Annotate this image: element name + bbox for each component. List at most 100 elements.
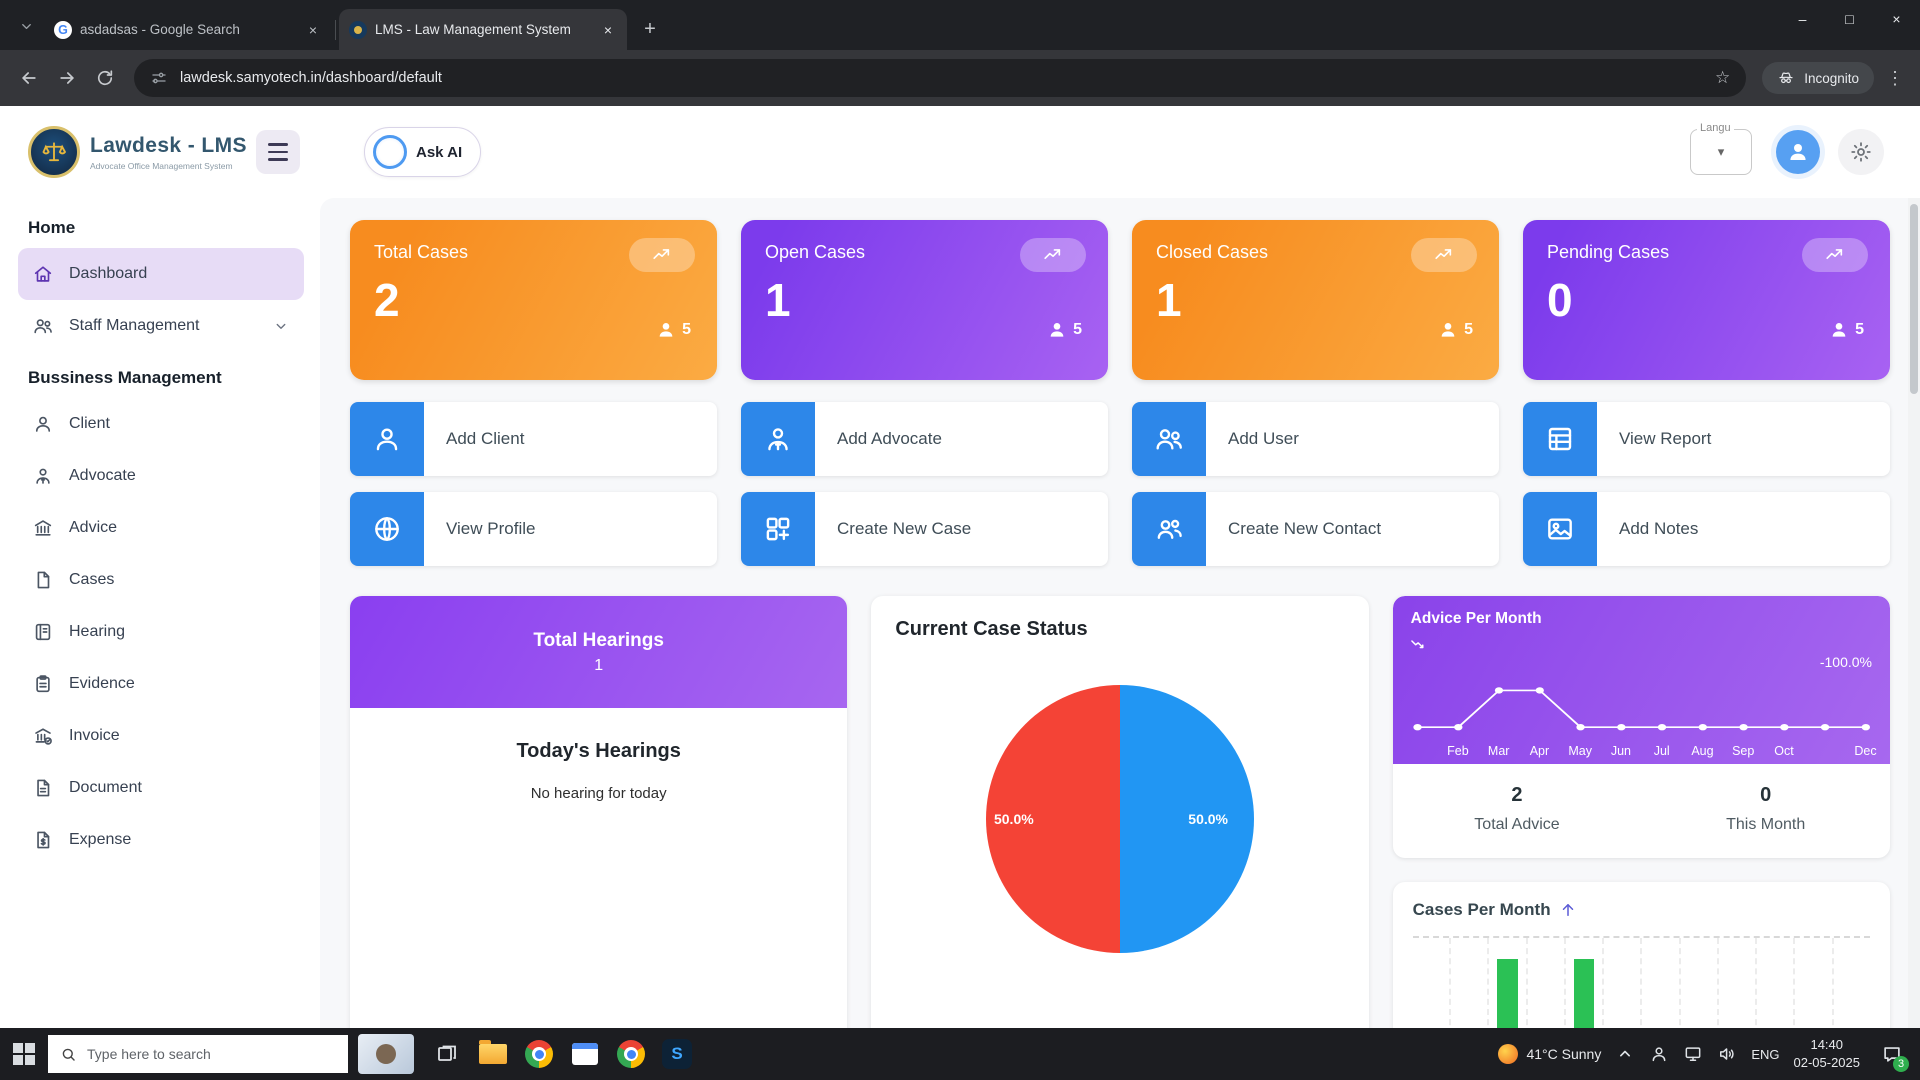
weather-widget-thumbnail[interactable] (358, 1034, 414, 1074)
sidebar-item-client[interactable]: Client (18, 398, 304, 450)
advice-month-ticks: Feb Mar Apr May Jun Jul Aug Sep Oct Dec (1403, 744, 1880, 760)
advice-per-month-card: Advice Per Month -100.0% Feb Mar Apr May Jun… (1392, 596, 1890, 858)
app-logo[interactable]: Lawdesk - LMS Advocate Office Management… (28, 126, 246, 178)
chrome-button[interactable] (516, 1028, 562, 1080)
chrome-button-2[interactable] (608, 1028, 654, 1080)
stat-count-badge: 5 (1438, 320, 1473, 340)
invoice-icon (32, 725, 54, 747)
sidebar-item-invoice[interactable]: Invoice (18, 710, 304, 762)
forward-button[interactable] (48, 59, 86, 97)
sidebar-item-label: Document (69, 779, 142, 796)
reload-button[interactable] (86, 59, 124, 97)
month-tick: Sep (1732, 744, 1755, 758)
sidebar-item-staff-management[interactable]: Staff Management (18, 300, 304, 352)
cases-per-month-title: Cases Per Month (1412, 900, 1551, 919)
sidebar-toggle-button[interactable] (256, 130, 300, 174)
arrow-up-icon (1559, 901, 1577, 919)
weather-sun-icon (1498, 1044, 1519, 1064)
sidebar-item-document[interactable]: Document (18, 762, 304, 814)
action-label: View Report (1619, 429, 1712, 448)
advice-chart-area: Advice Per Month -100.0% Feb Mar Apr May Jun… (1392, 596, 1890, 764)
browser-tab-google[interactable]: G asdadsas - Google Search × (44, 9, 332, 50)
person-icon (1438, 320, 1458, 340)
hearings-header: Total Hearings 1 (350, 596, 848, 708)
sidebar-item-evidence[interactable]: Evidence (18, 658, 304, 710)
no-hearing-text: No hearing for today (530, 785, 667, 802)
scrollbar[interactable] (1908, 198, 1920, 1028)
advice-change-label: -100.0% (1819, 654, 1872, 670)
sidebar-item-label: Hearing (69, 623, 126, 640)
app-window-button[interactable] (562, 1028, 608, 1080)
volume-icon[interactable] (1717, 1044, 1737, 1064)
sidebar-item-advice[interactable]: Advice (18, 502, 304, 554)
action-add-client[interactable]: Add Client (350, 402, 717, 476)
total-hearings-card: Total Hearings 1 Today's Hearings No hea… (350, 596, 848, 1028)
ask-ai-button[interactable]: Ask AI (364, 127, 482, 177)
month-tick: Jul (1653, 744, 1670, 758)
action-create-new-case[interactable]: Create New Case (741, 492, 1108, 566)
action-view-profile[interactable]: View Profile (350, 492, 717, 566)
snagit-button[interactable]: S (654, 1028, 700, 1080)
action-view-report[interactable]: View Report (1523, 402, 1890, 476)
site-info-icon[interactable] (150, 69, 168, 87)
close-button[interactable]: × (1892, 11, 1901, 27)
sidebar-item-label: Cases (69, 571, 115, 588)
language-select[interactable]: Langu ▾ (1690, 122, 1752, 175)
sidebar-item-expense[interactable]: Expense (18, 814, 304, 866)
sidebar-item-cases[interactable]: Cases (18, 554, 304, 606)
app-header: Lawdesk - LMS Advocate Office Management… (0, 106, 1920, 198)
weather-status[interactable]: 41°C Sunny (1498, 1044, 1601, 1064)
action-add-advocate[interactable]: Add Advocate (741, 402, 1108, 476)
close-tab-icon[interactable]: × (603, 21, 613, 38)
chevron-up-icon[interactable] (1615, 1044, 1635, 1064)
advocate-icon (32, 465, 54, 487)
incognito-badge: Incognito (1762, 62, 1874, 94)
trend-up-icon (1411, 238, 1477, 272)
tab-search-button[interactable] (10, 10, 42, 42)
chevron-down-icon (21, 23, 31, 29)
action-add-user[interactable]: Add User (1132, 402, 1499, 476)
stat-label: Pending Cases (1547, 242, 1670, 262)
language-indicator[interactable]: ENG (1751, 1046, 1780, 1062)
hearings-title: Total Hearings (533, 629, 664, 651)
sidebar-item-label: Client (69, 415, 110, 432)
start-button[interactable] (0, 1028, 48, 1080)
clock[interactable]: 14:40 02-05-2025 (1794, 1036, 1861, 1071)
browser-tab-lms[interactable]: LMS - Law Management System × (339, 9, 627, 50)
tray-person-icon[interactable] (1649, 1044, 1669, 1064)
browser-tab-strip: G asdadsas - Google Search × LMS - Law M… (0, 0, 1920, 50)
network-icon[interactable] (1683, 1044, 1703, 1064)
taskbar-search-input[interactable]: Type here to search (48, 1035, 348, 1073)
right-column: Advice Per Month -100.0% Feb Mar Apr May Jun… (1392, 596, 1890, 1028)
new-case-icon (741, 492, 815, 566)
task-view-button[interactable] (424, 1028, 470, 1080)
back-button[interactable] (10, 59, 48, 97)
browser-menu-button[interactable]: ⋮ (1886, 67, 1904, 88)
notification-center-button[interactable]: 3 (1874, 1028, 1910, 1080)
scrollbar-thumb[interactable] (1910, 204, 1918, 394)
close-tab-icon[interactable]: × (308, 21, 318, 38)
stat-value: 1 (1156, 274, 1182, 326)
settings-button[interactable] (1838, 129, 1884, 175)
sidebar-item-dashboard[interactable]: Dashboard (18, 248, 304, 300)
address-bar[interactable]: lawdesk.samyotech.in/dashboard/default ☆ (134, 59, 1747, 97)
action-add-notes[interactable]: Add Notes (1523, 492, 1890, 566)
action-create-new-contact[interactable]: Create New Contact (1132, 492, 1499, 566)
maximize-button[interactable]: □ (1845, 11, 1854, 27)
minimize-button[interactable]: – (1798, 11, 1807, 27)
evidence-icon (32, 673, 54, 695)
bookmark-star-icon[interactable]: ☆ (1714, 68, 1731, 87)
sidebar-item-advocate[interactable]: Advocate (18, 450, 304, 502)
file-explorer-button[interactable] (470, 1028, 516, 1080)
search-placeholder: Type here to search (87, 1046, 211, 1062)
case-status-pie-chart: 50.0% 50.0% (985, 685, 1254, 953)
stat-card-pending-cases: Pending Cases 0 5 (1523, 220, 1890, 380)
globe-icon (350, 492, 424, 566)
profile-button[interactable] (1776, 130, 1820, 174)
sidebar: Home Dashboard Staff Management Bussiness M… (0, 198, 320, 1028)
new-tab-button[interactable]: + (644, 17, 656, 40)
month-tick: Aug (1691, 744, 1714, 758)
cases-bar-chart (1412, 936, 1870, 1028)
sidebar-item-hearing[interactable]: Hearing (18, 606, 304, 658)
stat-label: Total Cases (374, 242, 469, 262)
